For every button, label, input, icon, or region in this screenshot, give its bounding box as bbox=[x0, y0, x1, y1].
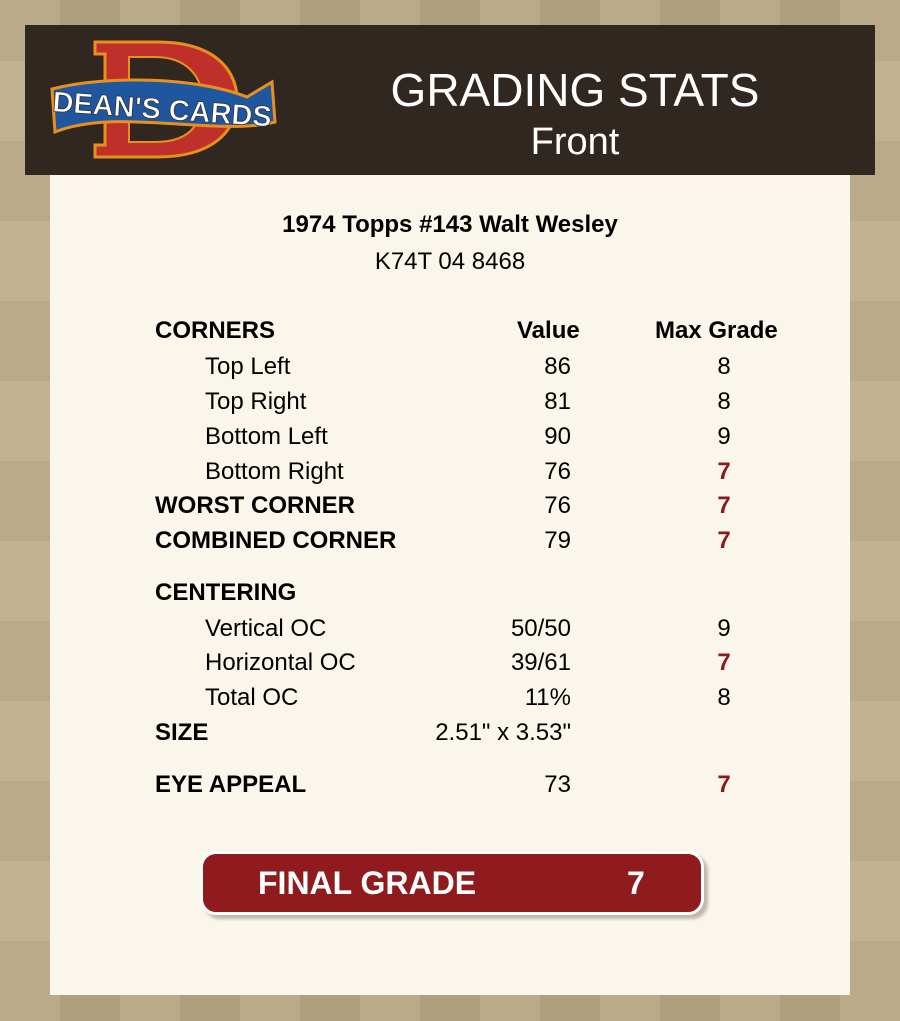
table-row: WORST CORNER 76 7 bbox=[0, 491, 900, 521]
row-max-grade: 9 bbox=[717, 615, 731, 642]
row-label: Top Right bbox=[205, 388, 307, 415]
row-value: 90 bbox=[544, 423, 571, 450]
row-value: 73 bbox=[544, 771, 571, 798]
row-max-grade: 7 bbox=[717, 771, 731, 798]
column-header-row: CORNERS Value Max Grade bbox=[0, 316, 900, 346]
row-value: 81 bbox=[544, 388, 571, 415]
row-max-grade: 7 bbox=[717, 649, 731, 676]
row-label: Vertical OC bbox=[205, 615, 327, 642]
row-label: Total OC bbox=[205, 684, 299, 711]
table-row: Bottom Right 76 7 bbox=[0, 457, 900, 487]
table-row: Bottom Left 90 9 bbox=[0, 422, 900, 452]
row-max-grade: 9 bbox=[717, 423, 731, 450]
row-max-grade: 7 bbox=[717, 458, 731, 485]
row-max-grade: 8 bbox=[717, 684, 731, 711]
final-grade-label: FINAL GRADE bbox=[258, 865, 477, 901]
final-grade-value: 7 bbox=[627, 865, 645, 901]
value-column-header: Value bbox=[517, 317, 580, 344]
final-grade-banner: FINAL GRADE 7 bbox=[200, 851, 704, 915]
row-label: Bottom Right bbox=[205, 458, 344, 485]
table-row: Horizontal OC 39/61 7 bbox=[0, 648, 900, 678]
table-row: Total OC 11% 8 bbox=[0, 683, 900, 713]
row-label: COMBINED CORNER bbox=[155, 527, 397, 554]
table-row: Top Right 81 8 bbox=[0, 387, 900, 417]
card-cert: K74T 04 8468 bbox=[374, 248, 526, 275]
table-row: CENTERING bbox=[0, 578, 900, 608]
row-label: Bottom Left bbox=[205, 423, 328, 450]
row-label: CORNERS bbox=[155, 317, 276, 344]
row-max-grade: 8 bbox=[717, 353, 731, 380]
table-row: SIZE 2.51" x 3.53" bbox=[0, 718, 900, 748]
row-max-grade: 7 bbox=[717, 527, 731, 554]
row-value: 76 bbox=[544, 492, 571, 519]
row-value: 2.51" x 3.53" bbox=[435, 719, 571, 746]
row-max-grade: 8 bbox=[717, 388, 731, 415]
row-value: 79 bbox=[544, 527, 571, 554]
page-subtitle: Front bbox=[530, 121, 620, 163]
row-label: EYE APPEAL bbox=[155, 771, 307, 798]
row-value: 76 bbox=[544, 458, 571, 485]
table-row: Vertical OC 50/50 9 bbox=[0, 614, 900, 644]
row-label: SIZE bbox=[155, 719, 209, 746]
row-value: 86 bbox=[544, 353, 571, 380]
card-name: 1974 Topps #143 Walt Wesley bbox=[282, 211, 618, 238]
table-row: Top Left 86 8 bbox=[0, 352, 900, 382]
row-label: Top Left bbox=[205, 353, 291, 380]
row-label: Horizontal OC bbox=[205, 649, 356, 676]
header-bar: DEAN'S CARDS GRADING STATS Front bbox=[25, 25, 875, 175]
row-value: 50/50 bbox=[510, 615, 571, 642]
table-row: EYE APPEAL 73 7 bbox=[0, 770, 900, 800]
row-value: 11% bbox=[524, 684, 571, 711]
row-value: 39/61 bbox=[510, 649, 571, 676]
page-title: GRADING STATS bbox=[390, 64, 760, 116]
row-max-grade: 7 bbox=[717, 492, 731, 519]
max-grade-column-header: Max Grade bbox=[655, 317, 778, 344]
table-row: COMBINED CORNER 79 7 bbox=[0, 526, 900, 556]
row-label: CENTERING bbox=[155, 579, 297, 606]
row-label: WORST CORNER bbox=[155, 492, 355, 519]
deans-cards-logo: DEAN'S CARDS bbox=[50, 40, 277, 159]
